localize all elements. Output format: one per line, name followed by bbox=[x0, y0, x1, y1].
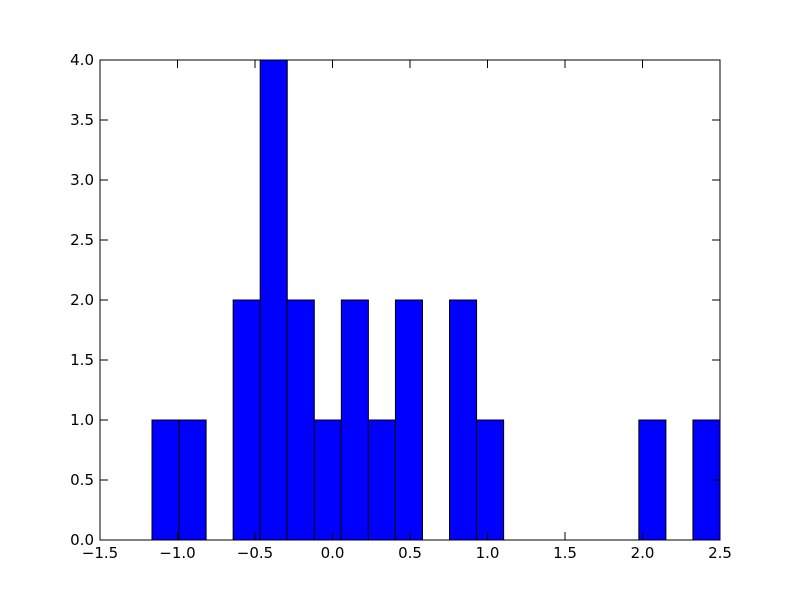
bar bbox=[259, 59, 288, 541]
x-tick-label: 0.0 bbox=[321, 544, 345, 562]
bar bbox=[394, 299, 423, 541]
bar bbox=[476, 419, 505, 541]
y-tick-label: 2.5 bbox=[70, 231, 94, 249]
x-tick-label: 0.5 bbox=[398, 544, 422, 562]
bar bbox=[151, 419, 180, 541]
bar bbox=[313, 419, 342, 541]
bar bbox=[367, 419, 396, 541]
x-tick-label: 1.0 bbox=[476, 544, 500, 562]
y-tick-label: 0.0 bbox=[70, 531, 94, 549]
x-tick-label: 2.0 bbox=[631, 544, 655, 562]
x-tick-label: −1.0 bbox=[159, 544, 195, 562]
x-tick-label: 2.5 bbox=[708, 544, 732, 562]
y-tick-label: 3.5 bbox=[70, 111, 94, 129]
y-tick-label: 2.0 bbox=[70, 291, 94, 309]
y-tick-label: 0.5 bbox=[70, 471, 94, 489]
y-tick-label: 4.0 bbox=[70, 51, 94, 69]
x-tick-label: −1.5 bbox=[82, 544, 118, 562]
bar bbox=[178, 419, 207, 541]
bar bbox=[340, 299, 369, 541]
y-tick-label: 1.0 bbox=[70, 411, 94, 429]
x-tick-label: 1.5 bbox=[553, 544, 577, 562]
bar bbox=[286, 299, 315, 541]
x-tick-label: −0.5 bbox=[237, 544, 273, 562]
y-tick-label: 1.5 bbox=[70, 351, 94, 369]
y-tick-label: 3.0 bbox=[70, 171, 94, 189]
bar bbox=[449, 299, 478, 541]
bar bbox=[232, 299, 261, 541]
bar bbox=[638, 419, 667, 541]
